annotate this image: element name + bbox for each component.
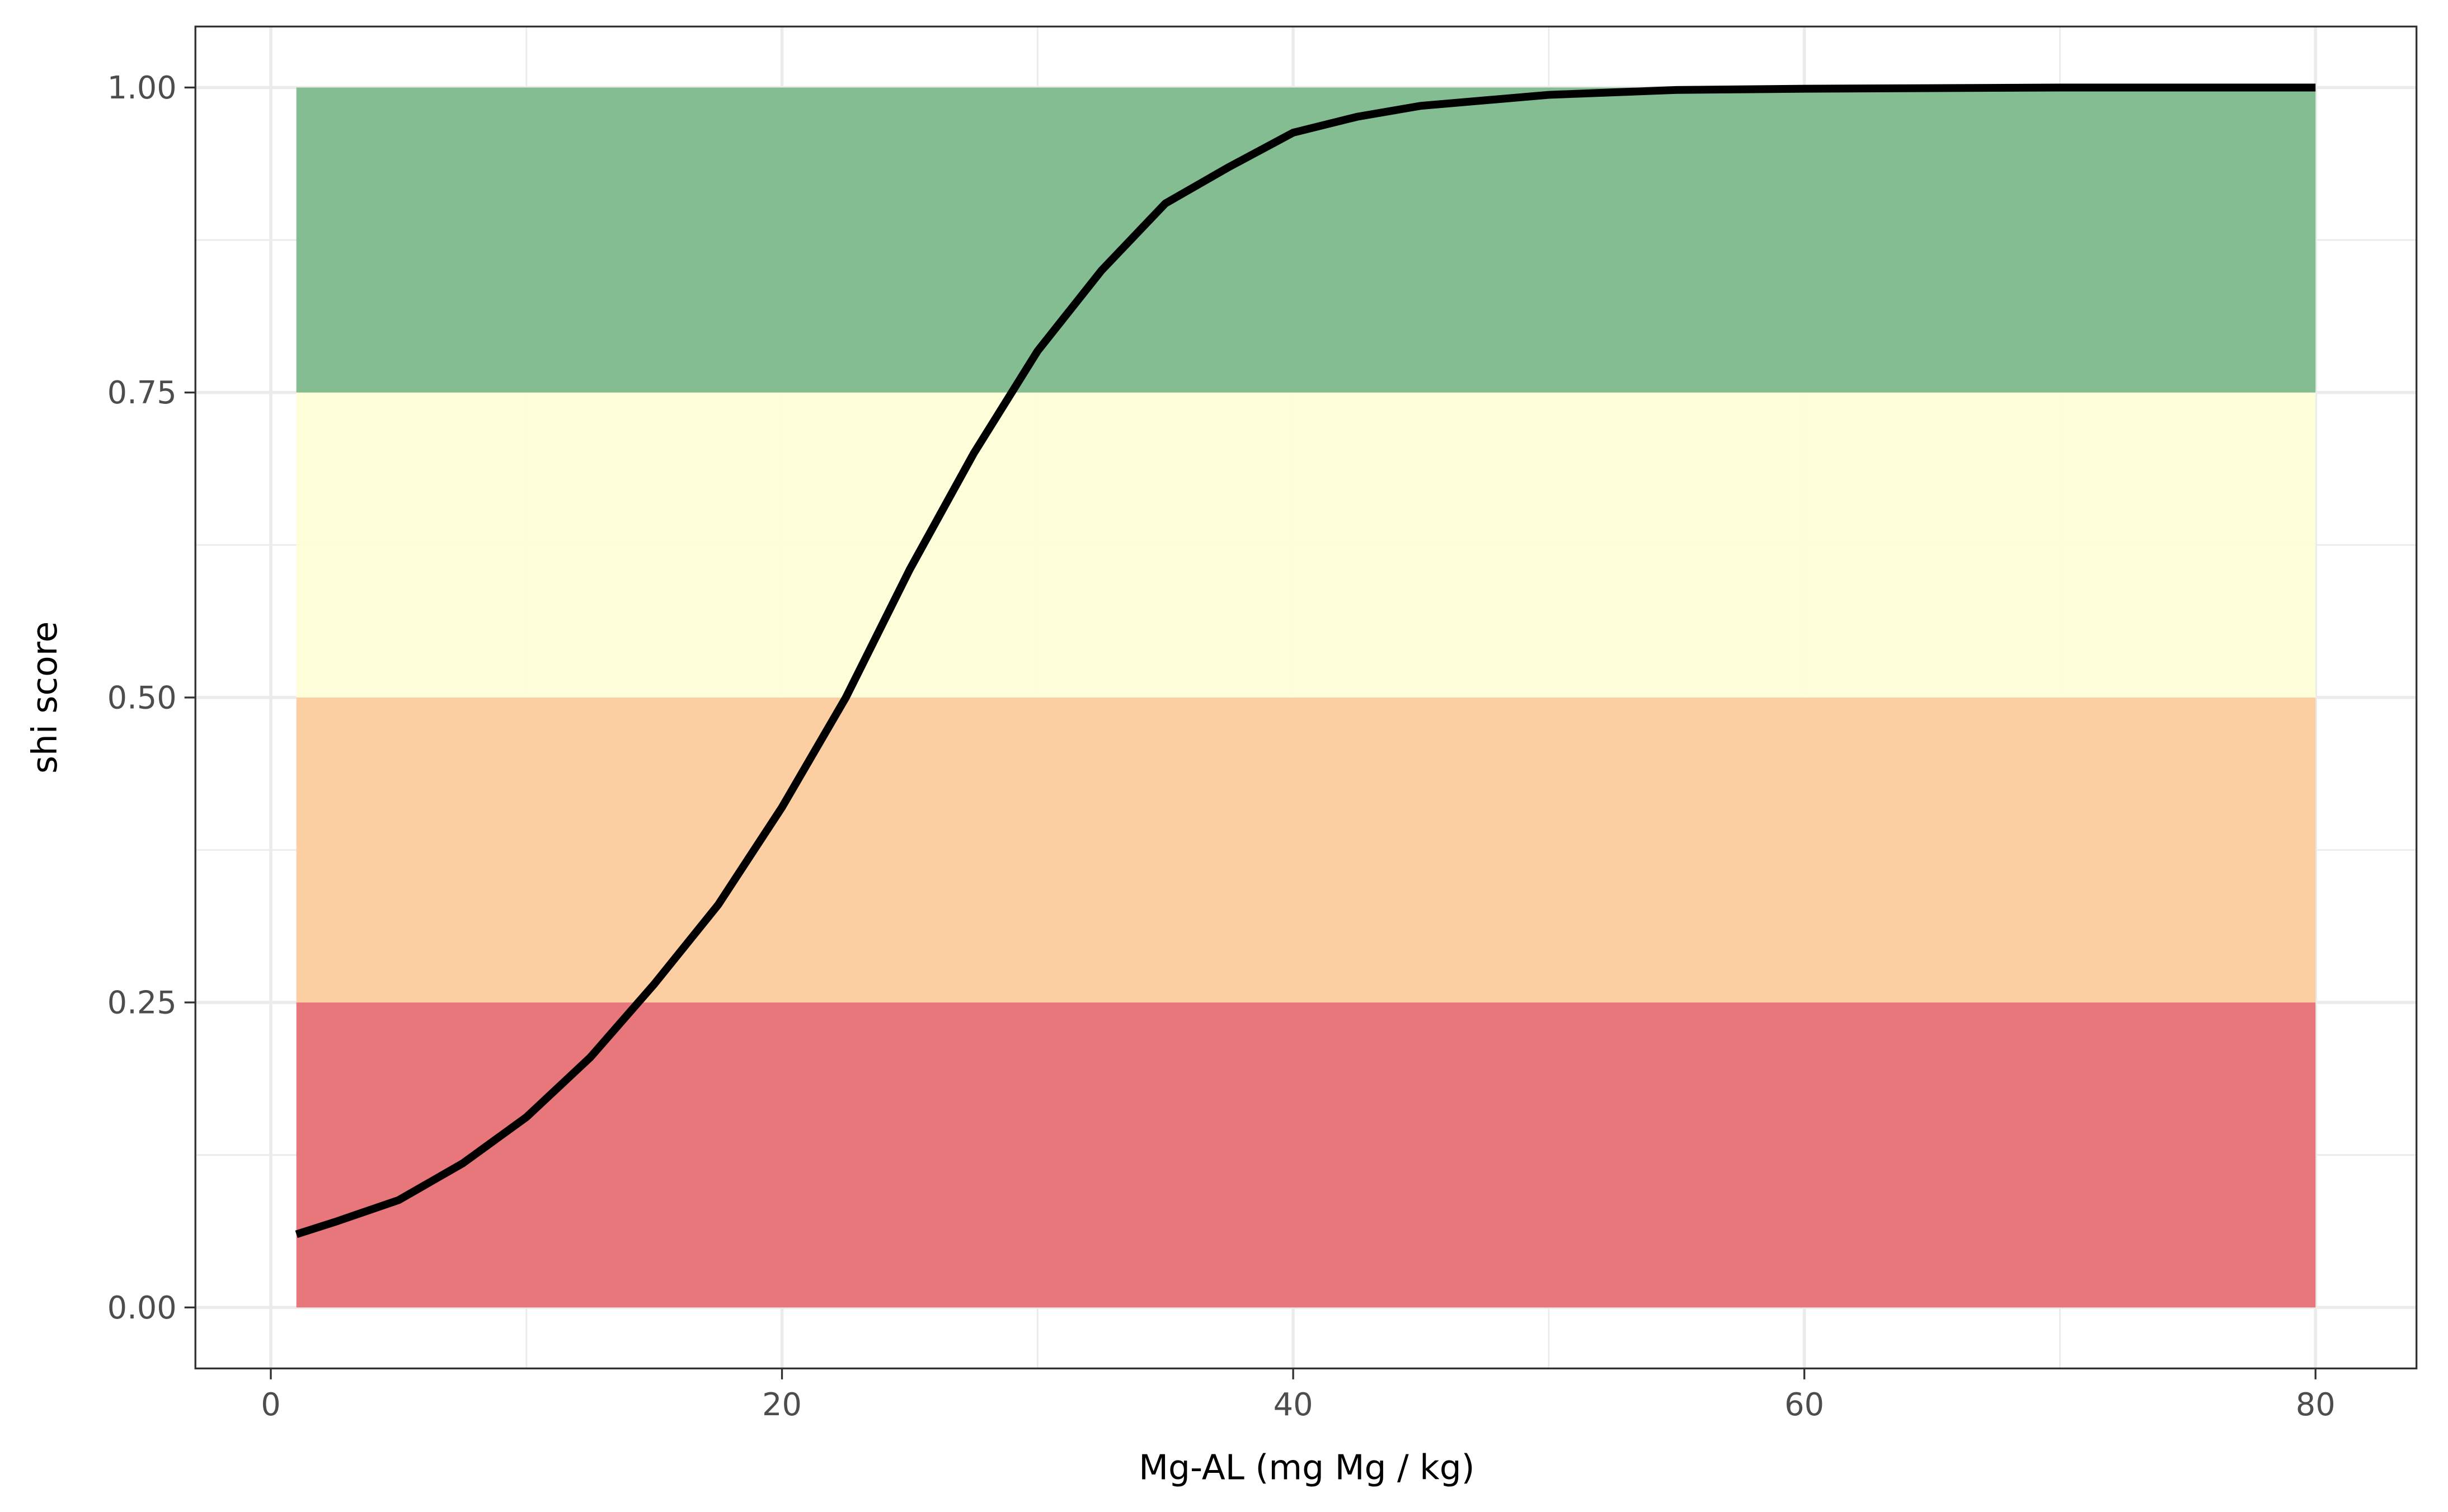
x-axis-title: Mg-AL (mg Mg / kg) bbox=[1139, 1448, 1475, 1487]
curve bbox=[295, 83, 2316, 1238]
score-band bbox=[296, 392, 2316, 698]
x-tick-label: 80 bbox=[2296, 1387, 2336, 1423]
y-tick-label: 0.00 bbox=[107, 1290, 177, 1326]
y-tick-label: 1.00 bbox=[107, 70, 177, 106]
score-band bbox=[296, 697, 2316, 1003]
x-tick-label: 0 bbox=[261, 1387, 280, 1423]
score-band bbox=[296, 87, 2316, 393]
y-axis-title: shi score bbox=[25, 621, 65, 774]
x-tick-label: 60 bbox=[1784, 1387, 1824, 1423]
x-tick-label: 20 bbox=[762, 1387, 802, 1423]
score-band bbox=[296, 1002, 2316, 1308]
y-tick-label: 0.75 bbox=[107, 375, 177, 411]
y-tick-label: 0.25 bbox=[107, 985, 177, 1021]
x-tick-label: 40 bbox=[1274, 1387, 1313, 1423]
y-tick-label: 0.50 bbox=[107, 680, 177, 716]
